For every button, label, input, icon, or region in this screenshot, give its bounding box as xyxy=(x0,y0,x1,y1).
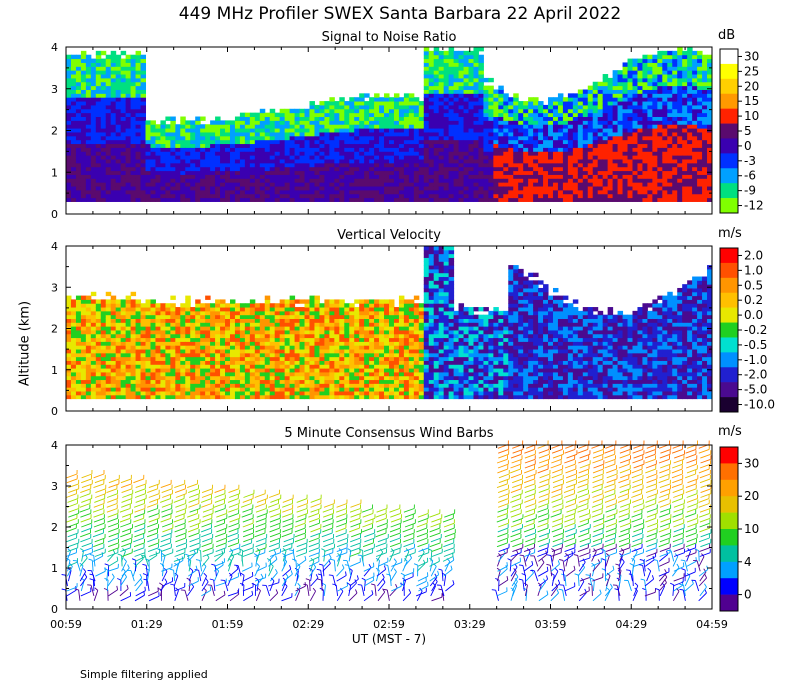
x-tick-label: 00:59 xyxy=(50,618,82,631)
colorbar-swatch xyxy=(720,138,738,154)
colorbar-swatch xyxy=(720,545,738,563)
wind-barbs xyxy=(61,440,712,602)
colorbar-swatch xyxy=(720,447,738,464)
colorbar-swatch xyxy=(720,529,738,546)
colorbar-label: 20 xyxy=(744,489,759,503)
colorbar-label: -5.0 xyxy=(744,383,767,397)
y-tick-label: 4 xyxy=(51,41,58,54)
y-tick-label: 3 xyxy=(51,83,58,96)
colorbar-swatch xyxy=(720,123,738,139)
y-tick-label: 3 xyxy=(51,480,58,493)
colorbar-label: 0 xyxy=(744,588,752,602)
colorbar-label: 10 xyxy=(744,109,759,123)
vv-colorbar-unit: m/s xyxy=(718,226,742,241)
filter-note: Simple filtering applied xyxy=(80,668,208,681)
figure-title: 449 MHz Profiler SWEX Santa Barbara 22 A… xyxy=(178,4,622,24)
colorbar-label: -2.0 xyxy=(744,368,767,382)
colorbar-swatch xyxy=(720,561,738,579)
colorbar-swatch xyxy=(720,352,738,368)
colorbar-label: 0.5 xyxy=(744,278,763,292)
snr-panel-title: Signal to Noise Ratio xyxy=(321,30,457,45)
y-tick-label: 1 xyxy=(51,562,58,575)
colorbar-swatch xyxy=(720,337,738,353)
y-tick-label: 0 xyxy=(51,603,58,616)
colorbar-swatch xyxy=(720,277,738,294)
colorbar-label: -0.2 xyxy=(744,323,767,337)
y-tick-label: 0 xyxy=(51,405,58,418)
colorbar-swatch xyxy=(720,307,738,323)
snr-colorbar-unit: dB xyxy=(718,28,736,43)
x-tick-label: 02:29 xyxy=(292,618,324,631)
vertical-velocity-heatmap xyxy=(66,246,713,400)
x-tick-label: 03:59 xyxy=(535,618,567,631)
colorbar-label: 0.2 xyxy=(744,293,763,307)
x-tick-label: 04:59 xyxy=(696,618,728,631)
colorbar-swatch xyxy=(720,262,738,279)
colorbar-label: 4 xyxy=(744,555,752,569)
colorbar-swatch xyxy=(720,183,738,199)
x-axis-label: UT (MST - 7) xyxy=(351,632,427,646)
axes: 0 1 2 3 4 0 1 2 3 4 0 1 2 3 4 00:59 01:29 01:59 02:29 02:59… xyxy=(50,41,728,631)
colorbar-swatch xyxy=(720,496,738,513)
colorbar-swatch xyxy=(720,397,738,413)
x-tick-label: 02:59 xyxy=(373,618,405,631)
y-tick-label: 3 xyxy=(51,281,58,294)
colorbar-label: 30 xyxy=(744,456,759,470)
colorbar-label: 10 xyxy=(744,522,759,536)
barb-colorbar-unit: m/s xyxy=(718,424,742,439)
colorbar-label: 5 xyxy=(744,124,752,138)
colorbar-swatch xyxy=(720,594,738,612)
y-tick-label: 1 xyxy=(51,166,58,179)
y-tick-label: 2 xyxy=(51,521,58,534)
colorbar-swatch xyxy=(720,367,738,383)
x-tick-label: 01:29 xyxy=(131,618,163,631)
colorbar-swatch xyxy=(720,78,738,95)
vv-panel-title: Vertical Velocity xyxy=(337,228,441,243)
colorbar-label: 2.0 xyxy=(744,248,763,262)
colorbar-label: 0.0 xyxy=(744,308,763,322)
colorbar-label: 15 xyxy=(744,94,759,108)
colorbar-swatch xyxy=(720,198,738,214)
colorbar-swatch xyxy=(720,248,738,264)
colorbar-label: -0.5 xyxy=(744,338,767,352)
colorbar-swatch xyxy=(720,93,738,109)
colorbar-swatch xyxy=(720,292,738,308)
colorbar-swatch xyxy=(720,168,738,184)
colorbar-swatch xyxy=(720,382,738,398)
colorbar-label: 30 xyxy=(744,49,759,63)
colorbar-swatch xyxy=(720,49,738,65)
colorbar-swatch xyxy=(720,108,738,124)
colorbar-swatch xyxy=(720,463,738,481)
snr-heatmap xyxy=(66,47,713,202)
colorbar-label: 0 xyxy=(744,139,752,153)
y-tick-label: 2 xyxy=(51,323,58,336)
barb-panel-title: 5 Minute Consensus Wind Barbs xyxy=(284,426,494,441)
colorbar-label: -3 xyxy=(744,154,756,168)
colorbar-label: -9 xyxy=(744,184,756,198)
colorbar-swatch xyxy=(720,512,738,530)
colorbar-label: -6 xyxy=(744,169,756,183)
colorbar-label: -1.0 xyxy=(744,353,767,367)
colorbar-swatch xyxy=(720,153,738,169)
colorbar-swatch xyxy=(720,578,738,595)
colorbar-label: 25 xyxy=(744,64,759,78)
colorbar-swatch xyxy=(720,322,738,338)
colorbar-label: -12 xyxy=(744,199,764,213)
y-tick-label: 4 xyxy=(51,240,58,253)
colorbars: 302520151050-3-6-9-122.01.00.50.20.0-0.2… xyxy=(719,48,775,612)
colorbar-label: 20 xyxy=(744,79,759,93)
colorbar-swatch xyxy=(720,479,738,497)
x-tick-label: 03:29 xyxy=(454,618,486,631)
x-tick-label: 04:29 xyxy=(615,618,647,631)
y-axis-label: Altitude (km) xyxy=(17,300,33,387)
colorbar-label: -10.0 xyxy=(744,398,775,412)
y-tick-label: 1 xyxy=(51,364,58,377)
y-tick-label: 2 xyxy=(51,125,58,138)
colorbar-swatch xyxy=(720,63,738,80)
y-tick-label: 4 xyxy=(51,439,58,452)
x-tick-label: 01:59 xyxy=(212,618,244,631)
colorbar-label: 1.0 xyxy=(744,263,763,277)
y-tick-label: 0 xyxy=(51,208,58,221)
